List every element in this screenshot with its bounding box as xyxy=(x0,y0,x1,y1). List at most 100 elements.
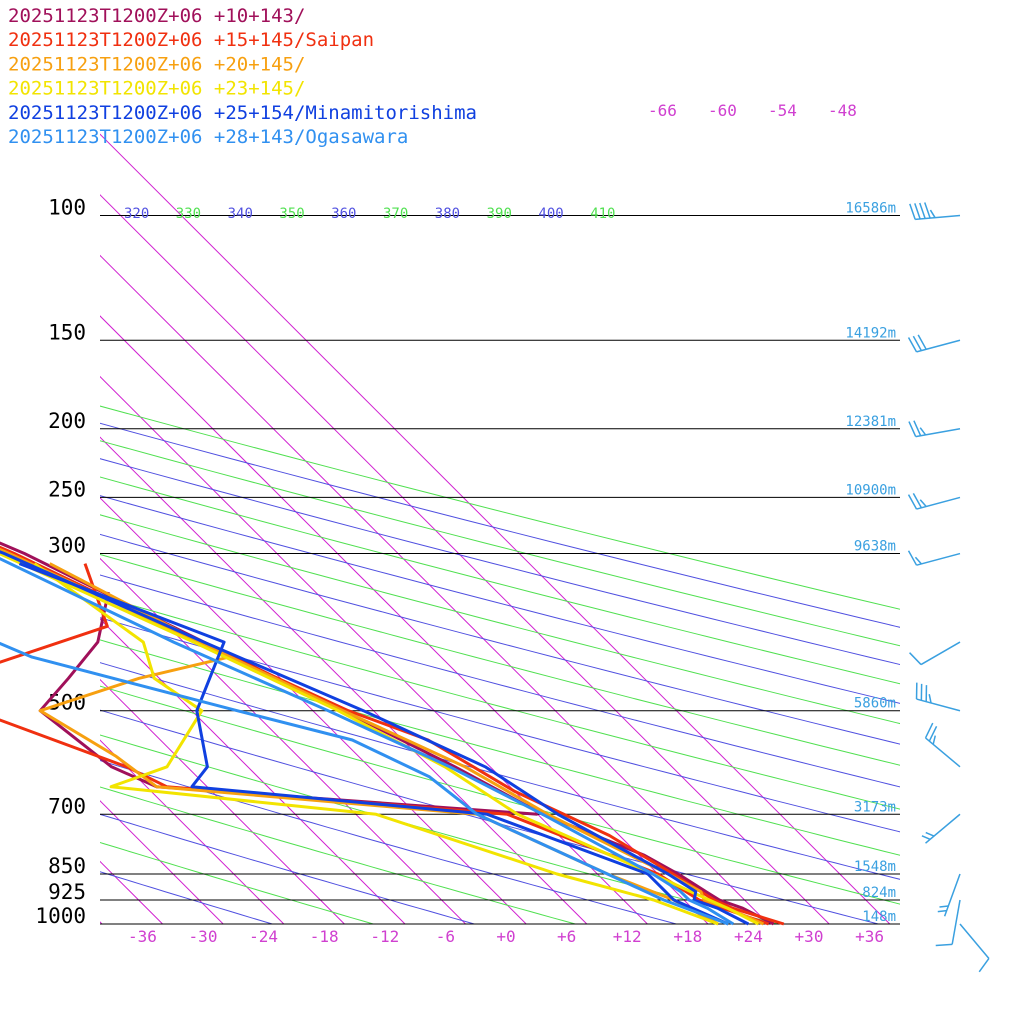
dry-adiabat-line xyxy=(100,458,900,666)
upper-isotherm-label: -48 xyxy=(828,101,857,120)
legend-entry: 20251123T1200Z+06 +28+143/Ogasawara xyxy=(8,126,408,148)
dry-adiabat-line xyxy=(100,440,900,647)
temperature-profile xyxy=(0,550,750,926)
height-label: 1548m xyxy=(854,859,896,875)
temperature-tick-label: -18 xyxy=(310,927,339,946)
dry-adiabat-line xyxy=(100,639,900,856)
upper-isotherm-label: -54 xyxy=(768,101,797,120)
height-label: 5860m xyxy=(854,696,896,712)
dewpoint-profile xyxy=(38,562,719,926)
pressure-label: 925 xyxy=(48,880,86,904)
isotherm-line xyxy=(100,739,285,924)
isotherm-line xyxy=(100,618,406,924)
dry-adiabat-grid xyxy=(100,405,900,924)
isotherm-line xyxy=(100,557,466,924)
height-label: 9638m xyxy=(854,539,896,555)
theta-label: 370 xyxy=(383,206,408,222)
isotherm-line xyxy=(100,254,769,924)
wind-barbs xyxy=(907,202,990,973)
wind-barb xyxy=(921,813,961,844)
pressure-label: 250 xyxy=(48,477,86,501)
height-label: 148m xyxy=(862,909,896,925)
wind-barb xyxy=(907,550,961,566)
dry-adiabat-line xyxy=(100,574,900,788)
temperature-tick-label: +24 xyxy=(734,927,763,946)
theta-label: 360 xyxy=(331,206,356,222)
dry-adiabat-line xyxy=(100,662,900,880)
legend-entry: 20251123T1200Z+06 +10+143/ xyxy=(8,5,305,27)
height-label: 12381m xyxy=(845,414,896,430)
temperature-tick-label: -30 xyxy=(189,927,218,946)
wind-barb xyxy=(915,682,961,712)
dry-adiabat-line xyxy=(100,813,475,924)
dry-adiabat-line xyxy=(100,405,900,610)
dry-adiabat-line xyxy=(100,709,879,924)
height-label: 10900m xyxy=(845,482,896,498)
pressure-label: 1000 xyxy=(35,904,86,928)
dry-adiabat-line xyxy=(100,786,576,924)
isotherm-line xyxy=(100,133,891,924)
theta-labels: 320 330 340 350 360 370 380 390 400 410 xyxy=(124,206,615,222)
dry-adiabat-line xyxy=(100,871,273,924)
theta-label: 340 xyxy=(228,206,253,222)
pressure-label: 850 xyxy=(48,854,86,878)
pressure-label: 150 xyxy=(48,320,86,344)
wind-barb xyxy=(937,873,961,917)
isotherm-line xyxy=(0,106,41,924)
pressure-label: 200 xyxy=(48,409,86,433)
dewpoint-profile xyxy=(18,562,729,926)
dry-adiabat-line xyxy=(100,841,374,924)
temperature-tick-label: +36 xyxy=(855,927,884,946)
dry-adiabat-line xyxy=(100,553,900,766)
legend-entry: 20251123T1200Z+06 +23+145/ xyxy=(8,78,305,100)
isotherm-line xyxy=(100,800,224,924)
theta-label: 350 xyxy=(279,206,304,222)
wind-barb xyxy=(907,334,961,353)
pressure-label: 300 xyxy=(48,534,86,558)
upper-isotherm-label: -60 xyxy=(708,101,737,120)
temperature-tick-label: +18 xyxy=(673,927,702,946)
temperature-tick-label: +0 xyxy=(496,927,515,946)
dewpoint-profile xyxy=(38,591,538,816)
temperature-tick-label: +30 xyxy=(795,927,824,946)
wind-barb xyxy=(907,493,961,510)
wind-barb xyxy=(908,420,961,438)
wind-barb xyxy=(909,641,961,666)
isobar-grid: 100 16586m 150 14192m 200 12381m 250 10900m 300 9… xyxy=(35,195,900,928)
legend-entry: 20251123T1200Z+06 +25+154/Minamitorishim… xyxy=(8,102,477,124)
isotherm-line xyxy=(100,497,527,924)
temperature-tick-label: +6 xyxy=(557,927,576,946)
legend-entry: 20251123T1200Z+06 +15+145/Saipan xyxy=(8,29,374,51)
wind-barb xyxy=(909,202,961,221)
dry-adiabat-line xyxy=(100,734,778,924)
temperature-tick-label: +12 xyxy=(613,927,642,946)
temperature-tick-label: -36 xyxy=(128,927,157,946)
dewpoint-profile xyxy=(0,641,729,926)
temperature-tick-label: -12 xyxy=(370,927,399,946)
temperature-profile xyxy=(0,541,775,926)
dry-adiabat-line xyxy=(100,422,900,628)
temperature-profile xyxy=(0,557,735,926)
isotherm-line xyxy=(100,194,830,924)
pressure-label: 100 xyxy=(48,195,86,219)
temperature-profile xyxy=(0,547,765,926)
sounding-profiles xyxy=(0,541,785,926)
dry-adiabat-line xyxy=(100,595,900,810)
legend-entry: 20251123T1200Z+06 +20+145/ xyxy=(8,53,305,75)
isotherm-line xyxy=(100,315,709,924)
legend: 20251123T1200Z+06 +10+143/20251123T1200Z… xyxy=(8,5,477,148)
height-label: 824m xyxy=(862,885,896,901)
theta-label: 380 xyxy=(435,206,460,222)
temperature-tick-label: -6 xyxy=(436,927,455,946)
dry-adiabat-line xyxy=(100,685,900,905)
dry-adiabat-line xyxy=(100,617,900,833)
height-label: 14192m xyxy=(845,325,896,341)
upper-isotherm-labels: -66 -60 -54 -48 xyxy=(648,101,857,120)
wind-barb xyxy=(935,899,961,947)
height-label: 16586m xyxy=(845,200,896,216)
wind-barb xyxy=(924,722,961,768)
isotherm-line xyxy=(100,436,588,924)
temperature-profile xyxy=(0,552,760,926)
theta-label: 410 xyxy=(590,206,615,222)
wind-barb xyxy=(959,923,990,973)
